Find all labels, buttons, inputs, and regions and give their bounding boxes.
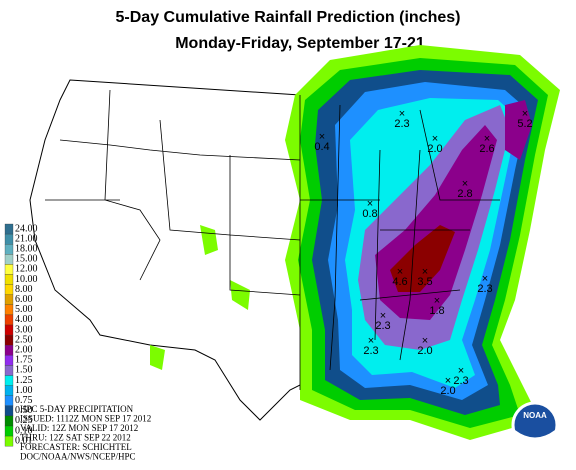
amount-marker: × — [432, 133, 438, 145]
amount-marker: × — [458, 365, 464, 377]
info-line: ISSUED: 1112Z MON SEP 17 2012 — [20, 414, 151, 424]
info-line: VALID: 12Z MON SEP 17 2012 — [20, 423, 138, 433]
amount-marker: × — [445, 375, 451, 387]
noaa-logo: NOAA — [511, 401, 559, 449]
legend-label: 5.00 — [15, 304, 33, 315]
legend-swatch — [4, 345, 14, 356]
legend-label: 3.00 — [15, 324, 33, 335]
legend-swatch — [4, 435, 14, 447]
legend-swatch — [4, 405, 14, 417]
amount-marker: × — [422, 335, 428, 347]
title: 5-Day Cumulative Rainfall Prediction (in… — [116, 9, 461, 26]
amount-label: 4.6 — [392, 276, 407, 288]
legend-swatch — [4, 365, 14, 376]
logo-text: NOAA — [523, 411, 547, 420]
amount-label: 2.3 — [477, 283, 492, 295]
amount-marker: × — [482, 273, 488, 285]
legend-swatch — [4, 233, 14, 245]
amount-marker: × — [399, 108, 405, 120]
legend-label: 6.00 — [15, 294, 33, 305]
amount-marker: × — [462, 178, 468, 190]
amount-marker: × — [522, 108, 528, 120]
amount-label: 2.3 — [394, 118, 409, 130]
amount-marker: × — [380, 310, 386, 322]
legend-swatch — [4, 274, 14, 285]
info-line: THRU: 12Z SAT SEP 22 2012 — [20, 433, 131, 443]
legend-swatch — [4, 395, 14, 406]
legend-label: 0.25 — [15, 415, 33, 426]
legend-swatch — [4, 304, 14, 316]
legend-label: 18.00 — [15, 244, 38, 255]
amount-label: 2.8 — [457, 188, 472, 200]
legend-swatch — [4, 355, 14, 366]
legend-label: 4.00 — [15, 314, 33, 325]
amount-label: 1.8 — [429, 305, 444, 317]
legend-label: 1.75 — [15, 355, 33, 366]
legend-swatch — [4, 314, 14, 326]
amount-label: 2.0 — [417, 345, 432, 357]
amount-marker: × — [367, 198, 373, 210]
amount-marker: × — [368, 335, 374, 347]
info-line: HPC 5-DAY PRECIPITATION — [20, 404, 134, 414]
legend-swatch — [4, 284, 14, 295]
amount-label: 2.0 — [427, 143, 442, 155]
amount-marker: × — [319, 131, 325, 143]
legend-label: 24.00 — [15, 223, 38, 234]
amount-label: 2.6 — [479, 143, 494, 155]
state-lines — [45, 89, 500, 390]
legend-swatch — [4, 294, 14, 305]
amount-label: 3.5 — [417, 276, 432, 288]
info-line: FORECASTER: SCHICHTEL — [20, 442, 132, 452]
legend-label: 0.75 — [15, 395, 33, 406]
legend-swatch — [4, 375, 14, 386]
legend-label: 1.50 — [15, 365, 33, 376]
legend-swatch — [4, 254, 14, 265]
legend-label: 2.00 — [15, 345, 33, 356]
amount-labels: 0.4×2.3×2.0×5.2×2.6×2.8×0.8×4.6×3.5×2.3×… — [314, 108, 532, 397]
rainfall-areas — [150, 45, 560, 440]
info-line: DOC/NOAA/NWS/NCEP/HPC — [20, 452, 136, 462]
legend-label: 10.00 — [15, 274, 38, 285]
amount-marker: × — [397, 266, 403, 278]
amount-label: 2.0 — [440, 385, 455, 397]
legend-label: 8.00 — [15, 284, 33, 295]
legend-label: 15.00 — [15, 254, 38, 265]
legend-label: 0.01 — [15, 435, 33, 446]
legend-swatch — [4, 264, 14, 275]
legend: 24.0021.0018.0015.0012.0010.008.006.005.… — [4, 223, 38, 447]
amount-label: 2.3 — [375, 320, 390, 332]
legend-swatch — [4, 415, 14, 427]
legend-label: 12.00 — [15, 264, 38, 275]
amount-label: 0.4 — [314, 141, 329, 153]
legend-swatch — [4, 425, 14, 437]
amount-label: 2.3 — [453, 375, 468, 387]
amount-marker: × — [484, 133, 490, 145]
legend-swatch — [4, 244, 14, 255]
legend-swatch — [4, 334, 14, 346]
amount-marker: × — [422, 266, 428, 278]
legend-swatch — [4, 385, 14, 396]
legend-swatch — [4, 324, 14, 336]
legend-label: 0.10 — [15, 425, 33, 436]
legend-label: 21.00 — [15, 233, 38, 244]
amount-marker: × — [434, 295, 440, 307]
subtitle: Monday-Friday, September 17-21 — [175, 35, 425, 52]
legend-swatch — [4, 223, 14, 235]
legend-label: 2.50 — [15, 334, 33, 345]
legend-label: 1.00 — [15, 385, 33, 396]
legend-label: 0.50 — [15, 405, 33, 416]
amount-label: 0.8 — [362, 208, 377, 220]
amount-label: 2.3 — [363, 345, 378, 357]
legend-label: 1.25 — [15, 375, 33, 386]
amount-label: 5.2 — [517, 118, 532, 130]
